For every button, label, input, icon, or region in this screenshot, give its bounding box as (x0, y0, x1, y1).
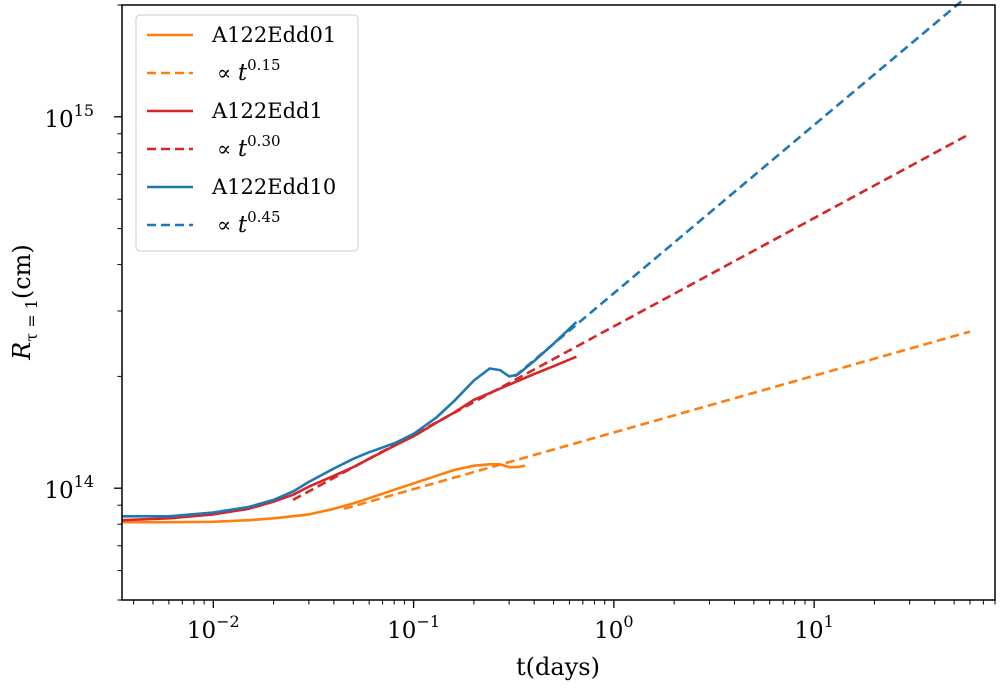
y-axis-symbol: R (8, 342, 36, 361)
legend-proportional: ∝ (217, 137, 238, 161)
legend-var: t (238, 212, 248, 238)
legend-label: ∝ t0.45 (217, 208, 281, 238)
x-tick-base: 10 (187, 618, 216, 644)
x-tick-base: 10 (594, 618, 623, 644)
legend-exponent: 0.30 (247, 132, 280, 150)
y-tick-exp: 14 (74, 472, 94, 491)
axes-frame (121, 4, 996, 601)
x-tick-label: 10−1 (387, 612, 440, 644)
y-tick-base: 10 (44, 107, 73, 133)
x-tick-base: 10 (794, 618, 823, 644)
legend-label: A122Edd01 (211, 23, 336, 47)
series-line-5 (122, 321, 578, 518)
y-axis-label: Rτ = 1(cm) (8, 244, 41, 361)
x-tick-label: 10−2 (187, 612, 240, 644)
x-tick-exp: −2 (216, 612, 240, 631)
plot-lines (121, 0, 971, 524)
y-tick-base: 10 (44, 478, 73, 504)
legend-proportional: ∝ (217, 61, 238, 85)
x-tick-label: 100 (594, 612, 633, 644)
legend-exponent: 0.15 (247, 56, 280, 74)
y-tick-label: 1014 (44, 472, 94, 504)
y-tick-label: 1015 (44, 101, 94, 133)
x-axis-label: t(days) (516, 653, 600, 681)
x-tick-exp: 1 (824, 612, 834, 631)
ticks (114, 4, 996, 608)
legend-var: t (238, 60, 248, 86)
legend-label: A122Edd10 (211, 175, 336, 199)
x-tick-exp: −1 (416, 612, 440, 631)
x-tick-label: 101 (794, 612, 833, 644)
legend-proportional: ∝ (217, 213, 238, 237)
y-tick-exp: 15 (74, 101, 94, 120)
series-line-2 (343, 330, 971, 511)
legend-var: t (238, 136, 248, 162)
y-axis-subscript: τ = 1 (22, 299, 41, 342)
series-line-6 (513, 0, 965, 378)
x-tick-base: 10 (387, 618, 416, 644)
legend-label: ∝ t0.15 (217, 56, 281, 86)
x-tick-exp: 0 (623, 612, 633, 631)
legend-label: A122Edd1 (211, 99, 323, 123)
series-line-4 (292, 132, 971, 502)
y-axis-unit: (cm) (8, 244, 36, 299)
series-line-3 (121, 355, 577, 522)
legend-label: ∝ t0.30 (217, 132, 281, 162)
legend-exponent: 0.45 (247, 208, 280, 226)
